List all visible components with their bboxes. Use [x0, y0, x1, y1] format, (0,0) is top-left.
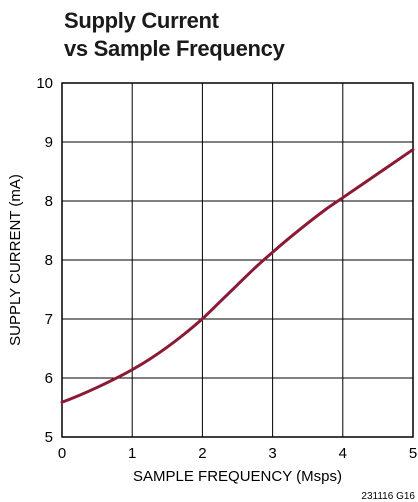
- chart-title-line-2: vs Sample Frequency: [64, 36, 285, 61]
- y-tick-label: 5: [45, 429, 53, 446]
- figure-id: 231116 G16: [361, 491, 415, 502]
- y-tick-label: 6: [45, 370, 53, 387]
- y-axis-title: SUPPLY CURRENT (mA): [7, 174, 24, 346]
- y-tick-label: 9: [45, 134, 53, 151]
- y-tick-label: 8: [45, 252, 53, 269]
- x-axis-title: SAMPLE FREQUENCY (Msps): [133, 468, 342, 485]
- chart-title-line-1: Supply Current: [64, 8, 219, 33]
- x-tick-label: 0: [58, 445, 66, 462]
- x-tick-label: 1: [128, 445, 136, 462]
- x-tick-label: 5: [409, 445, 417, 462]
- x-tick-label: 4: [339, 445, 347, 462]
- plot-frame: [61, 82, 414, 438]
- y-tick-label: 7: [45, 311, 53, 328]
- x-tick-label: 3: [268, 445, 276, 462]
- y-tick-label: 8: [45, 193, 53, 210]
- y-tick-label: 10: [36, 75, 53, 92]
- series-line: [60, 148, 415, 404]
- x-tick-label: 2: [198, 445, 206, 462]
